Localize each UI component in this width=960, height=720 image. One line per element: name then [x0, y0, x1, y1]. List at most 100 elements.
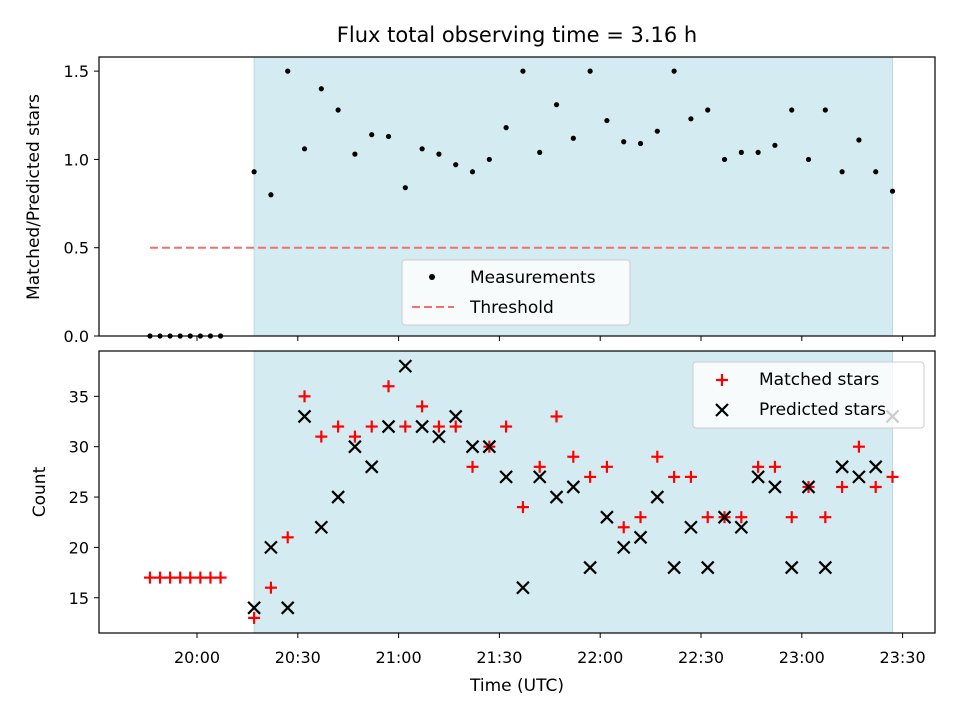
top-y-axis: 0.0 0.5 1.0 1.5 [64, 62, 99, 346]
measurement-point [805, 156, 812, 163]
predicted-star-point [264, 540, 278, 555]
predicted-star-point [784, 560, 799, 575]
measurement-point [889, 188, 896, 194]
top-y-tick-label: 1.0 [64, 150, 89, 169]
matched-star-point [684, 470, 697, 483]
matched-star-point [466, 460, 479, 473]
measurement-point [856, 137, 862, 143]
legend-matched-marker [716, 374, 728, 386]
measurement-point [419, 146, 425, 152]
bottom-legend-box [692, 361, 925, 429]
predicted-star-point [566, 480, 581, 494]
predicted-star-point [549, 490, 564, 504]
matched-star-point [248, 611, 261, 624]
measurement-point [587, 68, 593, 74]
measurement-point [285, 68, 291, 74]
predicted-star-point [314, 520, 329, 535]
predicted-star-point [768, 480, 782, 494]
measurement-point [738, 149, 744, 155]
matched-star-point [735, 511, 748, 524]
legend-measurements-label: Measurements [470, 268, 596, 288]
matched-star-point [204, 571, 217, 584]
x-tick-label: 22:30 [678, 648, 724, 667]
bottom-x-ticks: 20:00 20:30 21:00 21:30 22:00 22:30 23:00 23:30 [174, 633, 926, 667]
measurement-point [301, 146, 308, 152]
measurement-point [318, 86, 324, 92]
matched-star-point [416, 400, 429, 413]
measurement-point [553, 102, 560, 108]
matched-star-point [533, 460, 546, 473]
bottom-y-tick-label: 25 [69, 488, 89, 507]
predicted-star-point [650, 490, 665, 504]
x-tick-label: 21:00 [376, 648, 422, 667]
legend-matched-label: Matched stars [759, 370, 879, 390]
matched-star-point [852, 440, 865, 453]
matched-star-point [264, 581, 277, 594]
matched-star-point [281, 531, 294, 544]
measurement-point [839, 169, 845, 175]
top-x-ticks [196, 336, 904, 341]
predicted-star-point [280, 601, 295, 615]
measurement-point [705, 107, 711, 113]
legend-threshold-label: Threshold [469, 298, 554, 318]
x-tick-label: 23:30 [880, 648, 926, 667]
matched-star-point [836, 480, 849, 493]
measurement-point [789, 107, 795, 113]
matched-star-point [332, 420, 345, 433]
measurement-point [537, 149, 543, 155]
matched-star-point [164, 571, 177, 584]
predicted-star-point [734, 520, 749, 535]
measurement-point [520, 68, 526, 74]
predicted-star-point [516, 580, 530, 595]
measurement-point [369, 132, 375, 138]
x-tick-label: 21:30 [476, 648, 522, 667]
bottom-axes-frame [98, 350, 936, 634]
matched-star-point [567, 450, 580, 463]
measurement-point [570, 135, 576, 141]
measurement-point [453, 162, 459, 168]
matched-star-point [214, 571, 227, 584]
matched-star-point [819, 511, 832, 524]
measurement-point [755, 149, 761, 155]
measurement-point [654, 128, 660, 134]
legend-predicted-marker [715, 403, 729, 417]
matched-star-point [500, 420, 513, 433]
matched-star-point [516, 501, 529, 514]
predicted-star-point [381, 419, 396, 434]
top-marks [147, 68, 896, 339]
bottom-y-tick-label: 15 [69, 589, 89, 608]
matched-star-point [785, 511, 798, 524]
measurement-point [385, 133, 392, 140]
predicted-star-point [398, 359, 413, 373]
top-y-tick-label: 0.5 [64, 239, 89, 258]
bottom-panel: 15 20 25 30 35 20:00 20:30 21:00 21:30 22:00 22:3… [30, 350, 936, 696]
measurement-point [822, 107, 828, 113]
x-tick-label: 20:30 [275, 648, 321, 667]
measurement-point [873, 169, 879, 175]
matched-star-point [432, 420, 445, 433]
legend-measurements-marker [429, 274, 435, 280]
matched-star-point [399, 420, 412, 433]
predicted-star-point [465, 439, 480, 454]
bottom-legend: Matched stars Predicted stars [692, 361, 925, 429]
measurement-point [335, 107, 341, 113]
measurement-point [352, 151, 358, 157]
measurement-point [604, 117, 610, 124]
x-tick-label: 22:00 [577, 648, 623, 667]
predicted-star-point [448, 409, 463, 424]
measurement-point [637, 140, 644, 147]
measurement-point [486, 156, 492, 163]
predicted-star-point [499, 470, 513, 484]
matched-star-point [174, 571, 187, 584]
matched-star-point [768, 460, 781, 473]
measurement-point [772, 142, 778, 148]
predicted-star-point [364, 460, 379, 474]
predicted-star-point [667, 560, 681, 575]
top-y-tick-label: 0.0 [64, 327, 89, 346]
matched-star-point [617, 521, 630, 534]
x-tick-label: 20:00 [174, 648, 220, 667]
matched-star-point [154, 571, 167, 584]
measurement-point [436, 151, 442, 157]
top-y-axis-label: Matched/Predicted stars [24, 94, 44, 300]
